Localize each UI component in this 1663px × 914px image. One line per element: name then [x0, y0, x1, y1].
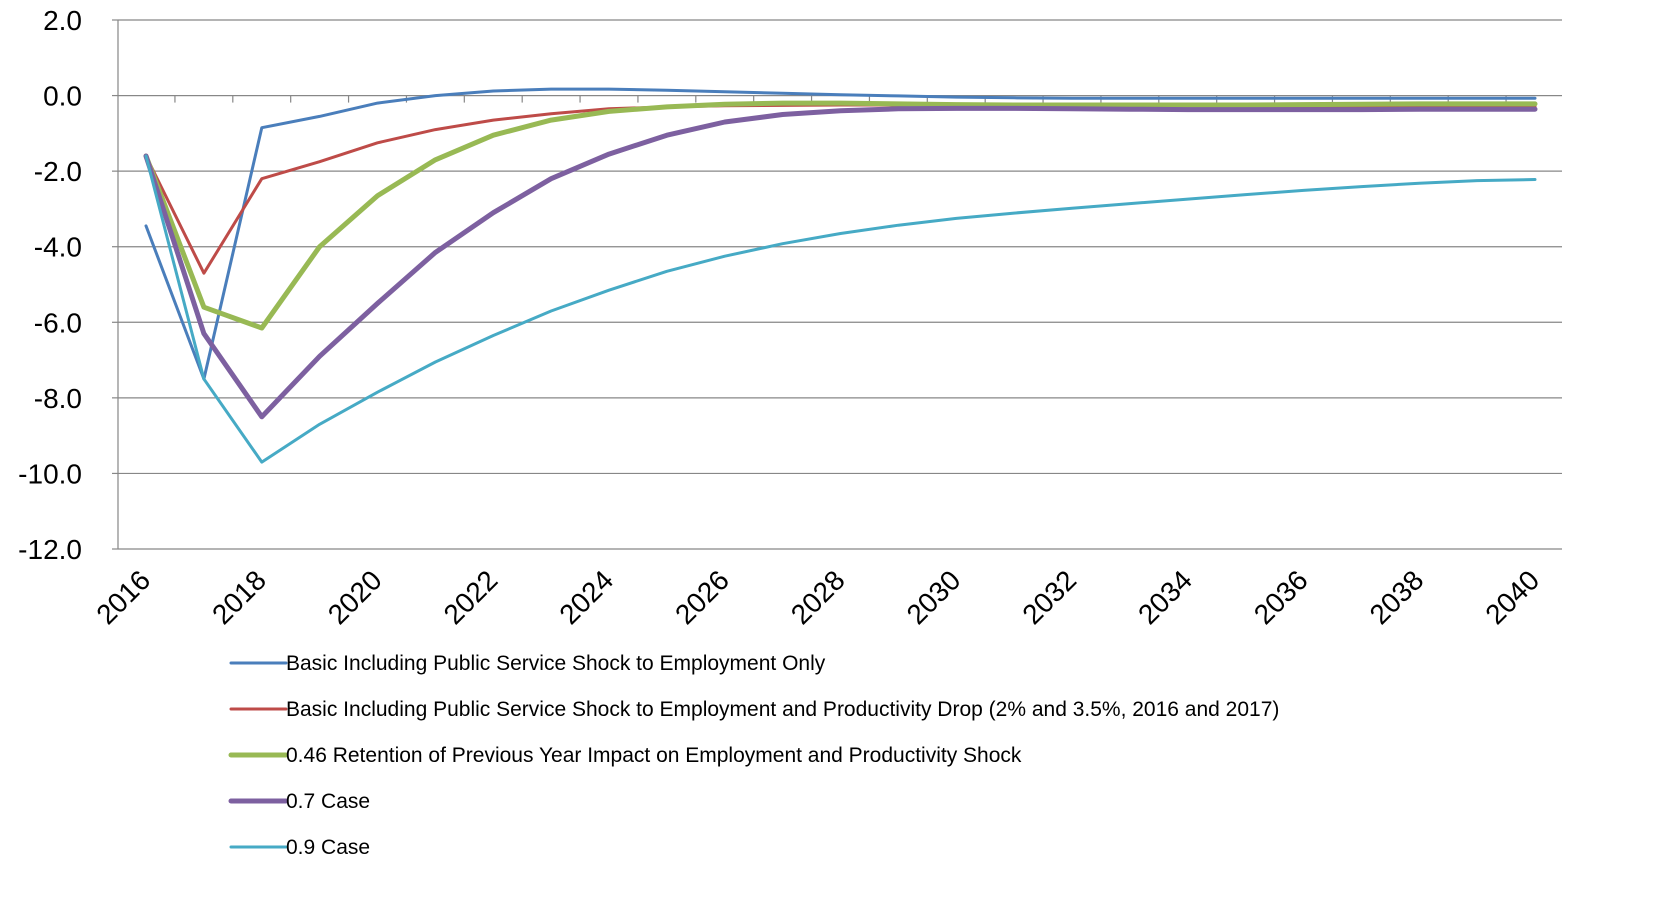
x-tick-label: 2016: [90, 564, 156, 630]
y-tick-label: -8.0: [34, 383, 82, 414]
x-tick-label: 2034: [1132, 564, 1198, 630]
series-line-4: [143, 105, 1538, 420]
x-tick-label: 2038: [1364, 564, 1430, 630]
x-tick-label: 2028: [785, 564, 851, 630]
legend-label-5: 0.9 Case: [286, 836, 370, 859]
x-tick-label: 2032: [1016, 564, 1082, 630]
x-tick-label: 2024: [553, 564, 619, 630]
y-tick-label: 0.0: [43, 81, 82, 112]
x-tick-label: 2020: [322, 564, 388, 630]
legend: Basic Including Public Service Shock to …: [228, 652, 1279, 859]
x-tick-label: 2018: [206, 564, 272, 630]
y-tick-label: -12.0: [18, 534, 82, 565]
y-tick-label: -2.0: [34, 156, 82, 187]
x-tick-label: 2036: [1248, 564, 1314, 630]
x-axis-tick-labels: 2016 2018 2020 2022 2024 2026 2028 2030 2032 2034…: [90, 564, 1545, 630]
legend-label-1: Basic Including Public Service Shock to …: [286, 652, 826, 675]
y-tick-label: -10.0: [18, 458, 82, 489]
series-line-3: [143, 100, 1538, 331]
legend-label-4: 0.7 Case: [286, 790, 370, 813]
x-tick-label: 2022: [438, 564, 504, 630]
y-tick-label: 2.0: [43, 5, 82, 36]
y-tick-label: -6.0: [34, 307, 82, 338]
y-axis-tick-labels: 2.0 0.0 -2.0 -4.0 -6.0 -8.0 -10.0 -12.0: [18, 5, 82, 565]
y-tick-label: -4.0: [34, 232, 82, 263]
series-line-1: [144, 87, 1537, 381]
x-tick-label: 2040: [1479, 564, 1545, 630]
series-line-5: [144, 154, 1537, 464]
legend-label-3: 0.46 Retention of Previous Year Impact o…: [286, 744, 1022, 767]
legend-label-2: Basic Including Public Service Shock to …: [286, 698, 1279, 721]
x-tick-label: 2030: [901, 564, 967, 630]
series-lines: [143, 87, 1538, 464]
x-tick-label: 2026: [669, 564, 735, 630]
